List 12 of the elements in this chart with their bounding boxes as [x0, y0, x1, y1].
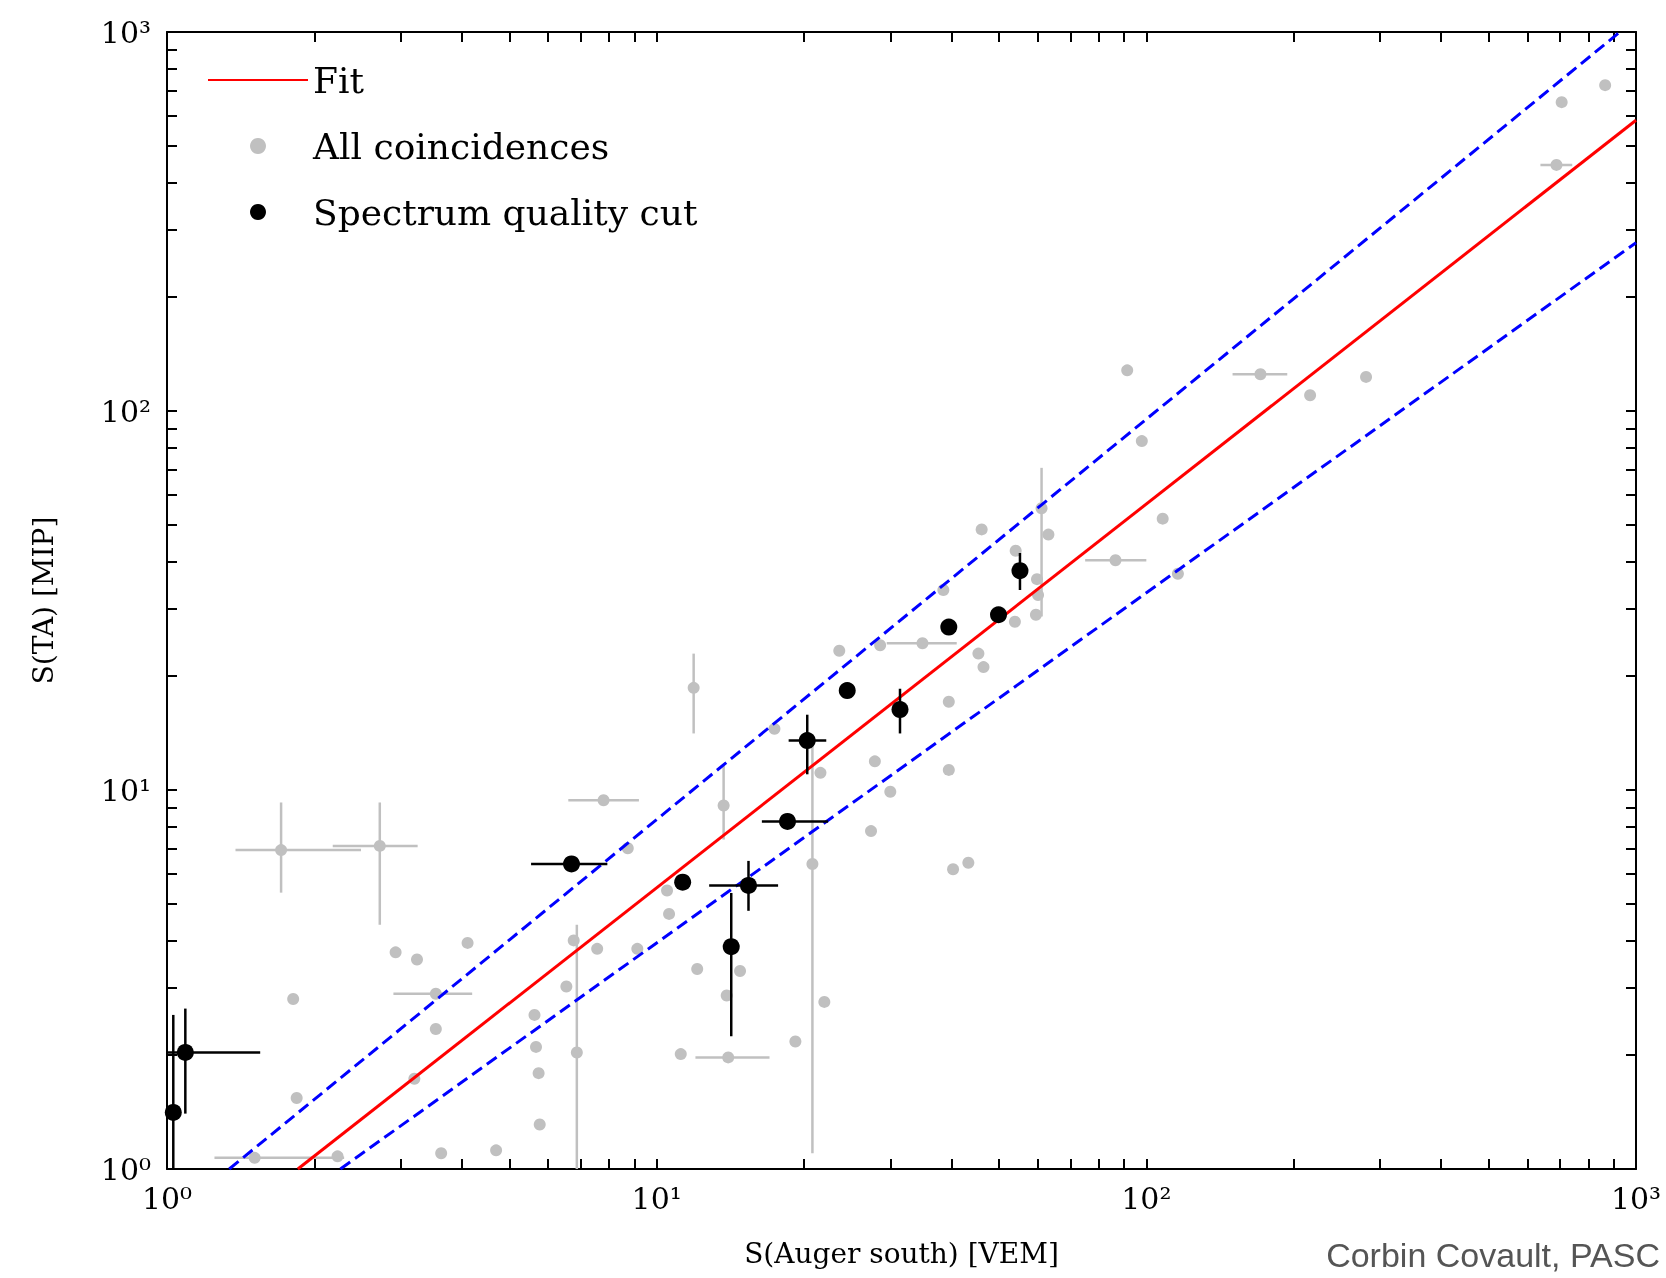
x-axis-title: S(Auger south) [VEM]: [744, 1236, 1059, 1270]
legend-label: Spectrum quality cut: [313, 191, 698, 233]
x-tick-label: 10²: [1121, 1180, 1172, 1216]
y-tick-label: 10³: [100, 14, 151, 50]
x-tick-label: 10¹: [631, 1180, 682, 1216]
y-tick-label: 10²: [100, 393, 151, 429]
x-tick-label: 10³: [1610, 1180, 1662, 1216]
legend-label: Fit: [313, 59, 365, 101]
legend-label: All coincidences: [312, 125, 610, 167]
y-axis-title: S(TA) [MIP]: [26, 516, 60, 685]
y-tick-label: 10¹: [100, 772, 151, 808]
text: Corbin Covault, PASC: [1326, 1236, 1660, 1274]
